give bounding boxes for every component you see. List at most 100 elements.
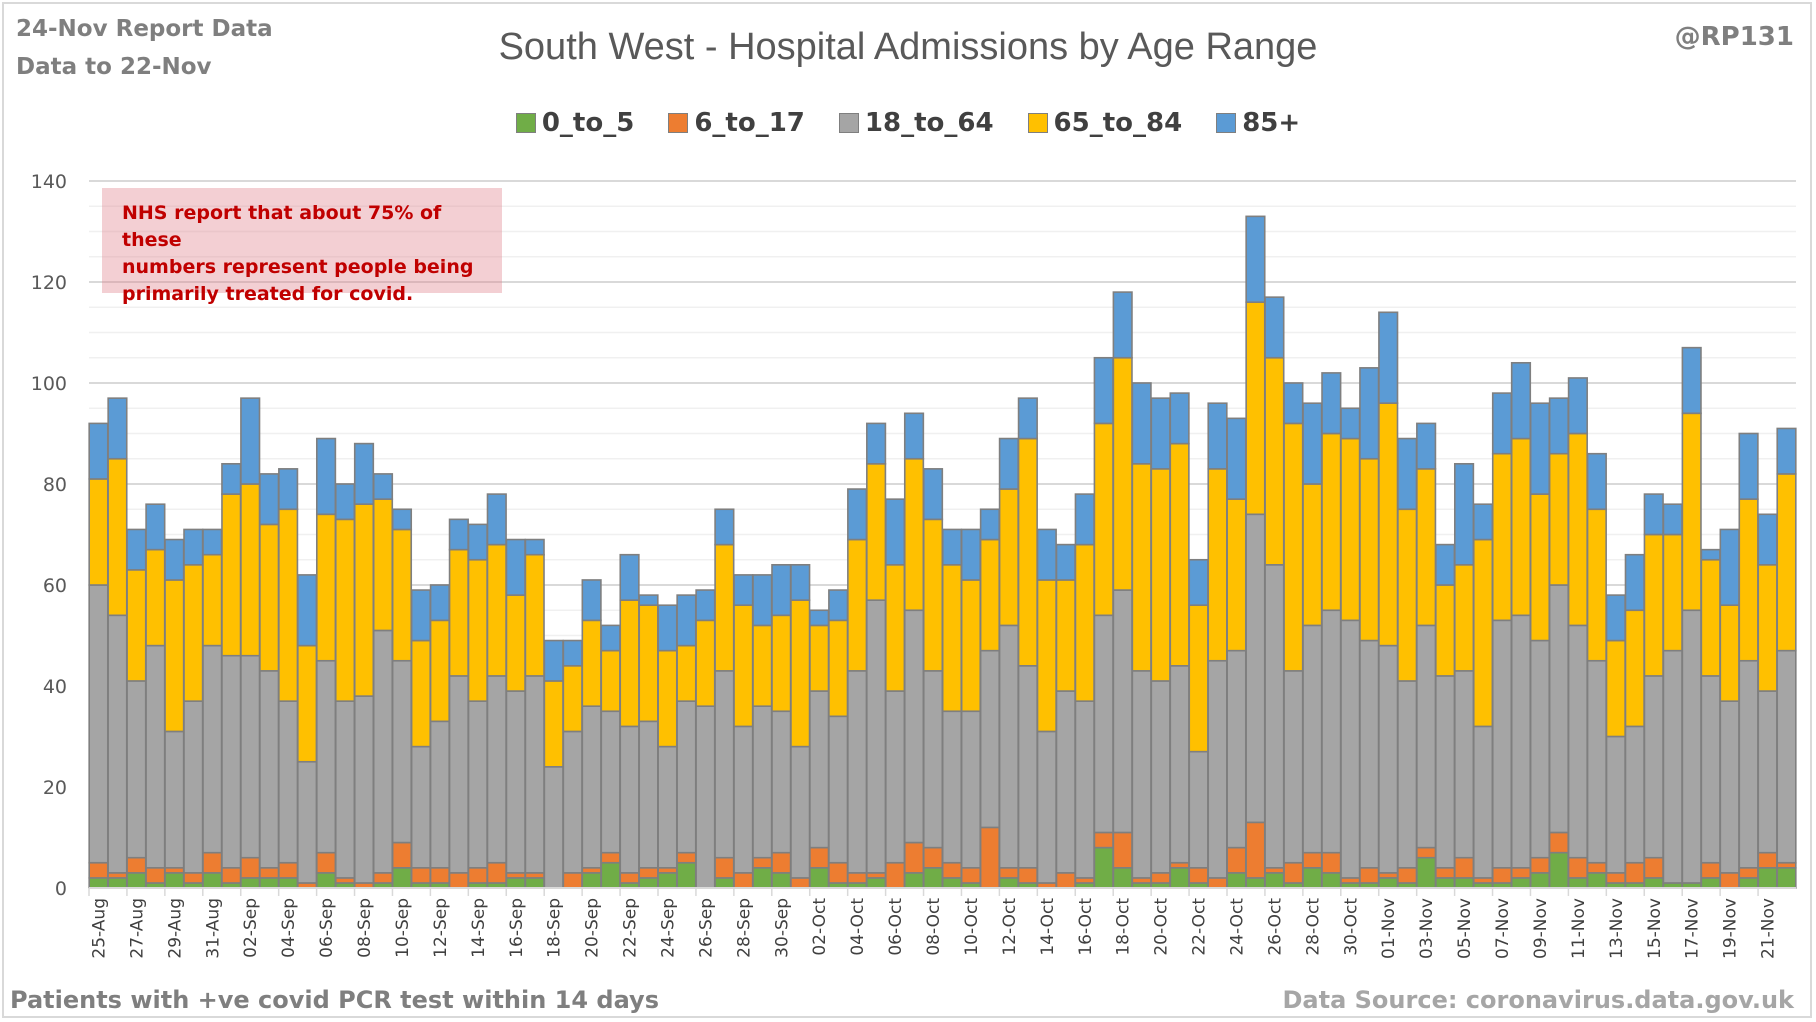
x-tick-label: 11-Nov (1569, 898, 1589, 959)
bar-segment-65-to-84 (1093, 422, 1114, 617)
legend-label: 65_to_84 (1053, 108, 1183, 138)
bar-segment-18-to-64 (543, 765, 564, 889)
bar-segment-65-to-84 (1624, 609, 1645, 728)
bar-segment-65-to-84 (1017, 437, 1038, 667)
x-tick-label: 02-Oct (810, 898, 830, 956)
bar-segment-18-to-64 (391, 659, 413, 844)
legend-swatch (1027, 113, 1048, 133)
bar-segment-65-to-84 (391, 528, 413, 662)
bar-segment-0-to-5 (771, 872, 792, 889)
bar-segment-65-to-84 (145, 548, 166, 647)
bar-segment-18-to-64 (259, 670, 280, 869)
bar-segment-85plus (1055, 543, 1076, 581)
bar-segment-0-to-5 (1378, 877, 1399, 889)
bar-segment-18-to-64 (297, 760, 318, 884)
bar-segment-18-to-64 (752, 705, 773, 859)
bar-segment-85plus (998, 437, 1019, 490)
bar-segment-0-to-5 (1548, 851, 1570, 889)
bar-segment-0-to-5 (1567, 877, 1588, 889)
bar-segment-65-to-84 (1283, 422, 1304, 672)
x-tick-label: 20-Oct (1152, 898, 1172, 956)
y-tick-label: 40 (43, 676, 67, 698)
bar-segment-0-to-5 (922, 866, 944, 889)
bar-segment-65-to-84 (410, 639, 432, 748)
bar-segment-6-to-17 (1491, 866, 1513, 884)
bar-segment-65-to-84 (1188, 604, 1209, 753)
bar-segment-6-to-17 (278, 861, 299, 879)
y-tick-label: 120 (31, 272, 67, 294)
bar-segment-0-to-5 (1435, 877, 1456, 889)
bar-segment-6-to-17 (1567, 856, 1588, 879)
bar-segment-0-to-5 (164, 872, 185, 889)
bar-segment-18-to-64 (771, 710, 792, 854)
bar-segment-65-to-84 (448, 548, 469, 677)
legend-label: 18_to_64 (864, 108, 994, 138)
bar-segment-85plus (1036, 528, 1057, 581)
bar-segment-18-to-64 (1643, 675, 1664, 859)
bar-segment-85plus (221, 462, 242, 495)
bar-segment-85plus (145, 503, 166, 551)
x-tick-label: 31-Aug (203, 898, 223, 959)
bar-segment-18-to-64 (1738, 659, 1759, 869)
bar-segment-0-to-5 (1302, 866, 1323, 889)
bar-segment-85plus (1472, 503, 1494, 541)
bar-segment-18-to-64 (1169, 664, 1190, 864)
bar-segment-6-to-17 (676, 851, 697, 864)
bar-segment-6-to-17 (1112, 831, 1133, 869)
bar-segment-0-to-5 (88, 877, 109, 889)
bar-segment-65-to-84 (524, 553, 545, 677)
bar-segment-6-to-17 (259, 866, 280, 879)
bar-segment-18-to-64 (486, 675, 507, 864)
bar-segment-6-to-17 (1055, 872, 1076, 889)
x-tick-label: 12-Sep (431, 898, 451, 958)
bar-segment-0-to-5 (1643, 877, 1664, 889)
bar-segment-65-to-84 (1510, 437, 1532, 617)
y-tick-label: 20 (43, 777, 67, 799)
bar-segment-18-to-64 (334, 700, 356, 879)
x-tick-label: 14-Oct (1038, 898, 1058, 956)
x-tick-label: 30-Oct (1341, 898, 1361, 956)
bar-segment-6-to-17 (998, 866, 1019, 879)
legend-item: 6_to_17 (668, 108, 805, 138)
bar-segment-6-to-17 (467, 866, 488, 884)
bar-segment-18-to-64 (733, 725, 754, 874)
bar-segment-6-to-17 (1700, 861, 1721, 879)
bar-segment-65-to-84 (1567, 432, 1588, 627)
bar-segment-6-to-17 (126, 856, 147, 874)
bar-segment-85plus (259, 473, 280, 526)
y-tick-label: 140 (31, 171, 67, 193)
x-tick-label: 18-Oct (1114, 898, 1134, 956)
x-tick-label: 07-Nov (1493, 898, 1513, 959)
bar-segment-85plus (1283, 382, 1304, 425)
bar-segment-85plus (1416, 422, 1437, 470)
bar-segment-18-to-64 (1340, 619, 1361, 879)
annotation-box: NHS report that about 75% of these numbe… (102, 188, 502, 305)
bar-segment-0-to-5 (1757, 866, 1778, 889)
x-tick-label: 22-Oct (1190, 898, 1210, 956)
bar-segment-65-to-84 (1472, 538, 1494, 728)
bar-segment-0-to-5 (1586, 872, 1607, 889)
bar-segment-6-to-17 (619, 872, 640, 884)
x-tick-label: 24-Sep (658, 898, 678, 958)
bar-segment-18-to-64 (809, 690, 830, 849)
legend-swatch (838, 113, 859, 133)
bar-segment-0-to-5 (1510, 877, 1532, 889)
bar-segment-85plus (941, 528, 963, 566)
bar-segment-85plus (960, 528, 982, 581)
bar-segment-0-to-5 (107, 877, 128, 889)
bar-segment-6-to-17 (1643, 856, 1664, 879)
bar-segment-85plus (1226, 417, 1247, 500)
bar-segment-18-to-64 (638, 720, 659, 869)
bar-segment-85plus (278, 468, 299, 511)
x-tick-label: 16-Sep (507, 898, 527, 958)
legend-label: 6_to_17 (694, 108, 805, 138)
bar-segment-18-to-64 (164, 730, 185, 869)
bar-segment-65-to-84 (353, 503, 375, 697)
bar-segment-18-to-64 (505, 690, 526, 874)
bar-segment-85plus (372, 473, 394, 500)
bar-segment-6-to-17 (391, 841, 413, 869)
bar-segment-18-to-64 (1567, 624, 1588, 859)
bar-segment-6-to-17 (448, 872, 469, 889)
bar-segment-85plus (486, 493, 507, 546)
